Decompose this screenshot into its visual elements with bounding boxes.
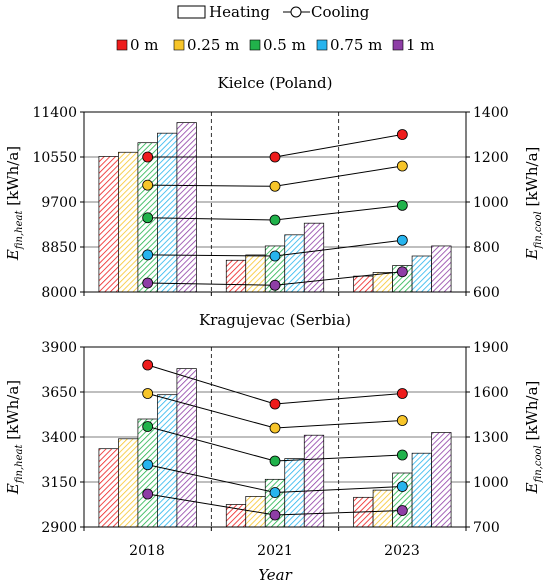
heating-bar — [284, 458, 305, 528]
x-tick-2021: 2021 — [257, 543, 293, 559]
x-tick-2018: 2018 — [129, 543, 165, 559]
heating-bar — [137, 418, 158, 528]
cooling-point — [142, 212, 154, 224]
legend-label-025m: 0.25 m — [187, 36, 239, 54]
y-tick-label-left: 8000 — [41, 285, 77, 301]
heating-bar — [118, 438, 139, 528]
cooling-point — [269, 214, 281, 226]
x-axis-title: Year — [258, 566, 292, 584]
cooling-point — [142, 151, 154, 163]
y-tick-label-left: 8850 — [41, 240, 77, 256]
legend-type: Heating Cooling — [177, 3, 370, 21]
heating-bar — [225, 259, 247, 293]
legend-depth: 0 m 0.25 m 0.5 m 0.75 m 1 m — [116, 36, 435, 54]
y-tick-label-left: 3650 — [41, 385, 77, 401]
legend-swatch-05m — [249, 39, 261, 51]
panel-1-ylabel-left: Efin,heat [kWh/a] — [4, 146, 25, 261]
cooling-point — [142, 459, 154, 471]
y-tick-label-right: 1200 — [473, 150, 509, 166]
panel-1-ylabel-right: Efin,cool [kWh/a] — [523, 147, 544, 261]
y-tick-label-left: 3150 — [41, 475, 77, 491]
cooling-point — [396, 199, 408, 211]
cooling-point — [269, 250, 281, 262]
cooling-point — [396, 160, 408, 172]
panel-2-ylabel-right: Efin,cool [kWh/a] — [523, 381, 544, 495]
heating-bar — [353, 275, 374, 293]
heating-bar — [431, 432, 452, 528]
y-tick-label-left: 3400 — [41, 430, 77, 446]
heating-bar — [176, 368, 197, 528]
heating-bar — [372, 489, 393, 528]
legend-swatch-025m — [173, 39, 185, 51]
cooling-point — [396, 415, 408, 426]
cooling-point — [142, 277, 154, 289]
legend-cooling-label: Cooling — [311, 3, 370, 21]
y-tick-label-right: 1000 — [473, 475, 509, 491]
y-tick-label-right: 1900 — [473, 340, 509, 356]
y-tick-label-left: 9700 — [41, 195, 77, 211]
cooling-point — [142, 388, 154, 399]
cooling-point — [269, 398, 281, 410]
y-tick-label-right: 600 — [473, 285, 500, 301]
cooling-point — [269, 509, 281, 521]
y-tick-label-left: 10550 — [32, 150, 77, 166]
panel-kragujevac: 2900 3150 3400 3650 3900 700 1000 1300 1600 1900 — [41, 340, 508, 536]
legend-heating-swatch — [177, 5, 206, 19]
cooling-point — [269, 151, 281, 163]
y-tick-label-left: 2900 — [41, 520, 77, 536]
panel-2-ylabel-left: Efin,heat [kWh/a] — [4, 380, 25, 495]
legend-label-0m: 0 m — [130, 36, 159, 54]
heating-bar — [118, 151, 139, 293]
heating-bar — [411, 255, 432, 293]
cooling-point — [396, 505, 408, 516]
cooling-point — [396, 234, 408, 246]
cooling-point — [142, 421, 154, 432]
panel-1-title: Kielce (Poland) — [218, 74, 333, 92]
y-tick-label-right: 1300 — [473, 430, 509, 446]
cooling-point — [269, 455, 281, 467]
legend-label-1m: 1 m — [406, 36, 435, 54]
cooling-point — [396, 388, 408, 399]
legend-swatch-0m — [116, 39, 128, 51]
heating-bar — [431, 245, 452, 293]
cooling-point — [396, 449, 408, 461]
cooling-point — [269, 422, 281, 434]
y-tick-label-right: 1400 — [473, 105, 509, 121]
legend-swatch-1m — [392, 39, 404, 51]
legend-swatch-075m — [316, 39, 328, 51]
heating-bar — [98, 156, 119, 293]
y-tick-label-left: 11400 — [32, 105, 77, 121]
legend-label-05m: 0.5 m — [263, 36, 306, 54]
cooling-point — [396, 129, 408, 140]
heating-bar — [98, 448, 119, 528]
panel-2-title: Kragujevac (Serbia) — [199, 311, 351, 329]
cooling-point — [142, 249, 154, 261]
x-tick-2023: 2023 — [384, 543, 420, 559]
y-tick-label-left: 3900 — [41, 340, 77, 356]
cooling-point — [396, 266, 408, 278]
heating-bar — [176, 122, 197, 293]
y-tick-label-right: 800 — [473, 240, 500, 256]
heating-bar — [372, 272, 393, 293]
y-tick-label-right: 700 — [473, 520, 500, 536]
y-tick-label-right: 1600 — [473, 385, 509, 401]
y-tick-label-right: 1000 — [473, 195, 509, 211]
heating-bar — [245, 254, 266, 293]
cooling-point — [142, 488, 154, 500]
panel-kielce: 8000 8850 9700 10550 11400 600 800 1000 1200 1400 — [32, 105, 508, 301]
cooling-point — [142, 359, 154, 371]
heating-bar — [411, 452, 432, 528]
heating-bar — [157, 394, 178, 528]
cooling-point — [396, 481, 408, 492]
cooling-point — [269, 180, 281, 192]
legend-label-075m: 0.75 m — [330, 36, 382, 54]
legend-cooling-marker — [290, 6, 302, 18]
cooling-point — [269, 279, 281, 291]
legend-heating-label: Heating — [209, 3, 270, 21]
cooling-point — [269, 487, 281, 498]
cooling-point — [142, 179, 154, 191]
